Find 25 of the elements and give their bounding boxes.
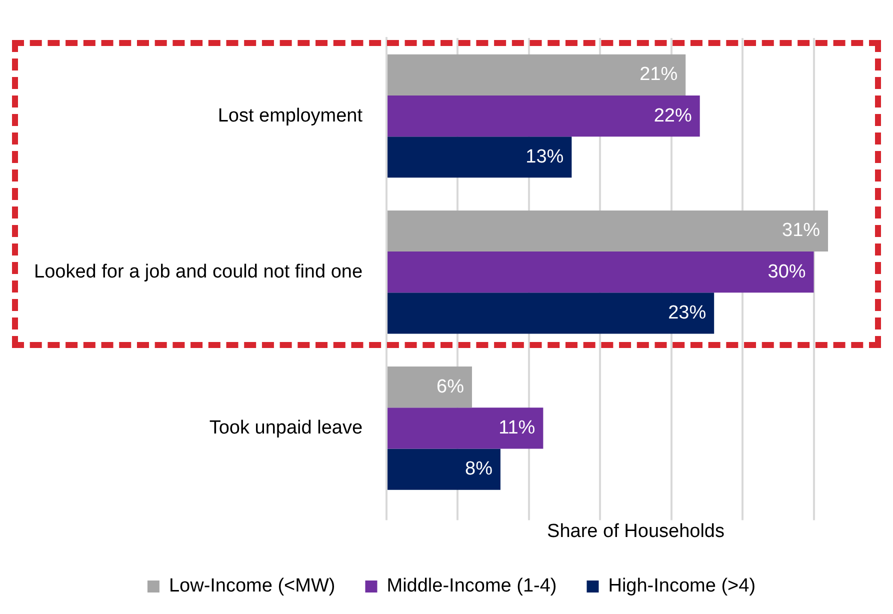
data-label: 11% (498, 417, 536, 438)
y-tick-label: Looked for a job and could not find one (34, 261, 363, 282)
data-label: 23% (668, 302, 706, 324)
legend-label: Middle-Income (1-4) (386, 576, 557, 597)
y-tick-label: Lost employment (218, 105, 364, 126)
bar (388, 136, 572, 178)
bar (388, 366, 472, 408)
data-label: 21% (640, 64, 678, 86)
bar (388, 95, 700, 137)
bar (388, 292, 714, 334)
y-tick-label: Took unpaid leave (209, 417, 363, 438)
x-axis-title: Share of Households (547, 520, 724, 542)
data-label: 6% (436, 376, 464, 398)
data-label: 13% (526, 146, 564, 168)
bar (388, 252, 814, 293)
bar (388, 448, 500, 490)
data-label: 31% (782, 220, 820, 242)
data-label: 30% (768, 261, 806, 282)
data-label: 22% (654, 105, 692, 126)
bar (388, 54, 686, 96)
bar (388, 408, 544, 449)
legend-label: Low-Income (<MW) (168, 576, 336, 597)
legend-label: High-Income (>4) (608, 576, 756, 597)
data-label: 8% (464, 458, 493, 480)
bar (388, 210, 828, 252)
